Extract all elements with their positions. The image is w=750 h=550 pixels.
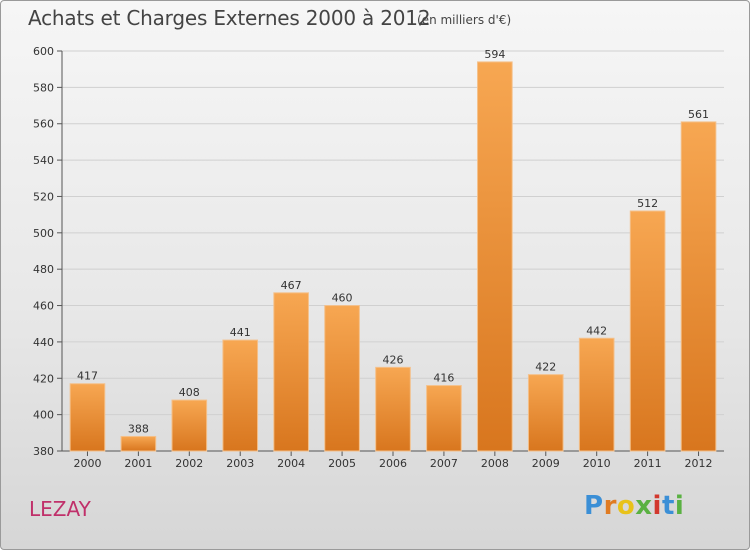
y-tick-label-420: 420	[33, 372, 54, 385]
x-tick-label-2005: 2005	[328, 457, 356, 470]
y-tick-label-500: 500	[33, 227, 54, 240]
bar-2006	[375, 366, 411, 452]
x-tick-label-2000: 2000	[73, 457, 101, 470]
value-label-2012: 561	[688, 108, 709, 121]
city-name: LEZAY	[29, 497, 91, 521]
y-tick-label-600: 600	[33, 45, 54, 58]
bar-2011	[629, 210, 666, 452]
value-label-2011: 512	[637, 197, 658, 210]
y-tick-label-460: 460	[33, 300, 54, 313]
x-tick-label-2008: 2008	[481, 457, 509, 470]
y-tick-label-560: 560	[33, 118, 54, 131]
value-label-2009: 422	[535, 361, 556, 374]
y-tick-label-440: 440	[33, 336, 54, 349]
value-label-2005: 460	[332, 292, 353, 305]
y-tick-label-540: 540	[33, 154, 54, 167]
value-label-2001: 388	[128, 422, 149, 435]
bar-2008	[477, 61, 513, 452]
bar-layer	[69, 61, 717, 452]
value-label-2003: 441	[230, 326, 251, 339]
y-tick-label-400: 400	[33, 409, 54, 422]
value-label-2008: 594	[484, 48, 505, 61]
value-label-2010: 442	[586, 324, 607, 337]
chart-title: Achats et Charges Externes 2000 à 2012	[28, 6, 431, 30]
bar-2007	[426, 385, 462, 452]
value-label-2006: 426	[383, 353, 404, 366]
x-tick-label-2011: 2011	[634, 457, 662, 470]
x-tick-label-2004: 2004	[277, 457, 305, 470]
y-tick-label-520: 520	[33, 190, 54, 203]
bar-2009	[527, 374, 564, 452]
bar-2002	[171, 399, 208, 452]
bar-2012	[680, 121, 717, 452]
y-tick-label-380: 380	[33, 445, 54, 458]
bar-2000	[69, 383, 106, 452]
x-tick-label-2009: 2009	[532, 457, 560, 470]
x-tick-label-2010: 2010	[583, 457, 611, 470]
value-label-2000: 417	[77, 370, 98, 383]
x-tick-label-2007: 2007	[430, 457, 458, 470]
label-layer: 417 2000 388 2001 408 2002 441 2003 467 2004 460 20…	[73, 48, 712, 470]
bar-2005	[324, 305, 360, 452]
y-tick-label-580: 580	[33, 81, 54, 94]
value-label-2007: 416	[433, 372, 454, 385]
value-label-2004: 467	[281, 279, 302, 292]
x-tick-label-2002: 2002	[175, 457, 203, 470]
bar-2004	[273, 292, 309, 452]
bar-2010	[578, 337, 615, 452]
x-tick-label-2012: 2012	[685, 457, 713, 470]
bar-2003	[222, 339, 259, 452]
chart-unit: (en milliers d'€)	[417, 13, 512, 27]
x-tick-label-2001: 2001	[124, 457, 152, 470]
bar-2001	[120, 435, 157, 452]
x-tick-label-2006: 2006	[379, 457, 407, 470]
y-tick-label-480: 480	[33, 263, 54, 276]
x-tick-label-2003: 2003	[226, 457, 254, 470]
proxiti-logo: Proxiti	[584, 491, 685, 521]
value-label-2002: 408	[179, 386, 200, 399]
